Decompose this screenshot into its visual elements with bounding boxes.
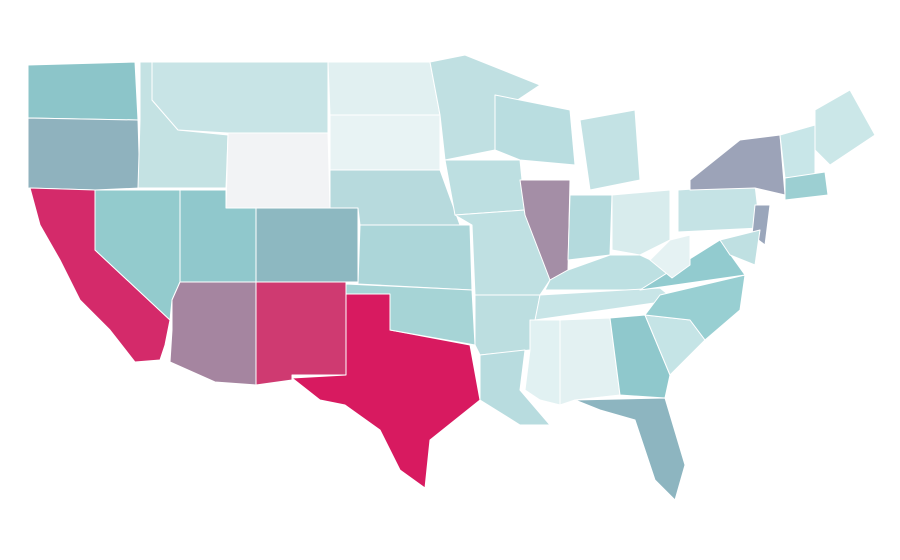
state-region <box>151 61 329 134</box>
state-region <box>574 397 686 501</box>
state-region <box>611 189 671 256</box>
state-region <box>689 134 786 196</box>
state-region <box>225 132 331 209</box>
state-region <box>329 114 441 171</box>
state-region <box>494 94 576 166</box>
state-region <box>719 229 761 266</box>
state-region <box>649 234 691 279</box>
state-region <box>444 159 526 216</box>
state-region <box>169 281 257 386</box>
state-region <box>255 281 347 386</box>
state-region <box>327 61 441 116</box>
state-region <box>524 319 561 406</box>
state-region <box>255 207 359 283</box>
state-region <box>779 124 816 179</box>
state-region <box>677 184 761 233</box>
state-region <box>357 224 473 291</box>
state-region <box>784 171 829 201</box>
state-region <box>609 314 671 399</box>
state-region <box>27 117 141 191</box>
state-region <box>559 317 621 406</box>
state-region <box>567 194 613 261</box>
state-region <box>345 283 476 346</box>
state-region <box>479 349 551 426</box>
state-region <box>579 109 641 191</box>
state-region <box>639 239 746 291</box>
state-region <box>27 61 139 121</box>
state-region <box>814 89 876 166</box>
